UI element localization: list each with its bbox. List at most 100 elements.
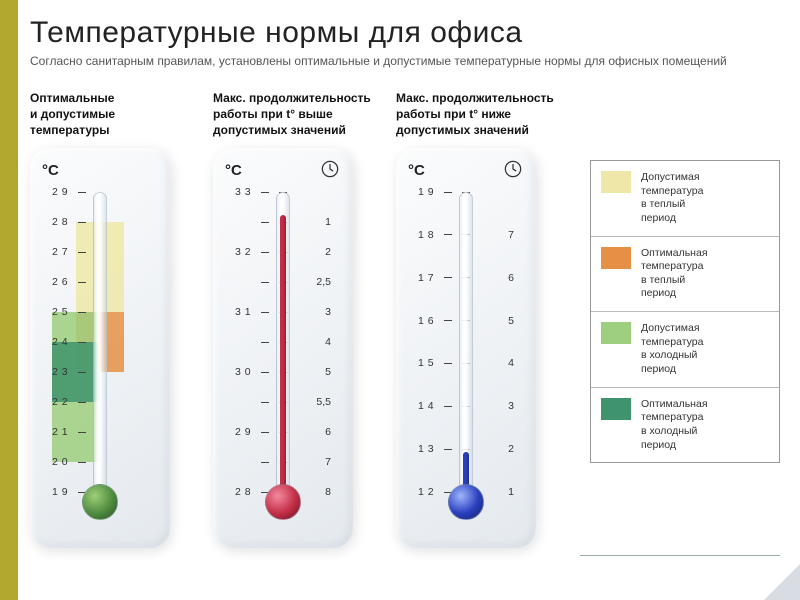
tick-label-left: 2 0 (52, 456, 74, 468)
thermo-fluid-2 (280, 215, 286, 491)
tick-label-right: 7 (301, 456, 331, 468)
legend-text: Оптимальная температура в холодный перио… (641, 398, 708, 453)
tick-label-left: 2 9 (235, 426, 257, 438)
tick-label-left: 2 3 (52, 366, 74, 378)
unit-label-2: °C (225, 162, 242, 179)
thermo-tube-2 (276, 192, 290, 492)
tick-mark (78, 192, 86, 193)
tick-label-right: 3 (301, 306, 331, 318)
legend-swatch (601, 171, 631, 193)
tick-mark (261, 342, 269, 343)
tick-label-left: 2 7 (52, 246, 74, 258)
tick-label-right: 5,5 (301, 396, 331, 408)
accent-bar (0, 0, 18, 600)
legend-swatch (601, 322, 631, 344)
unit-label-3: °C (408, 162, 425, 179)
tick-label-left: 2 8 (52, 216, 74, 228)
tick-label-left: 2 2 (52, 396, 74, 408)
tick-label-left: 1 3 (418, 443, 440, 455)
col-below-limit: Макс. продолжительность работы при t° ни… (396, 90, 561, 548)
tick-mark (261, 372, 269, 373)
col-optimal-allowed: Оптимальные и допустимые температуры °C … (30, 90, 195, 548)
tick-label-left: 2 4 (52, 336, 74, 348)
page-title: Температурные нормы для офиса (30, 16, 790, 50)
tick-mark (261, 462, 269, 463)
tick-label-left: 1 6 (418, 315, 440, 327)
tick-mark (261, 192, 269, 193)
tick-label-right: 4 (484, 357, 514, 369)
tick-mark (78, 222, 86, 223)
tick-label-right: 4 (301, 336, 331, 348)
legend-item: Допустимая температура в холодный период (591, 312, 779, 388)
legend-swatch (601, 398, 631, 420)
tick-label-right: 2 (484, 443, 514, 455)
tick-label-right: 5 (484, 315, 514, 327)
tick-label-left: 2 8 (235, 486, 257, 498)
tick-label-left: 1 9 (418, 186, 440, 198)
tick-mark (444, 406, 452, 407)
legend-text: Оптимальная температура в теплый период (641, 247, 708, 302)
tick-label-left: 1 7 (418, 272, 440, 284)
legend: Допустимая температура в теплый период Оп… (590, 160, 780, 463)
tick-mark (444, 449, 452, 450)
tick-label-left: 1 4 (418, 400, 440, 412)
page-subtitle: Согласно санитарным правилам, установлен… (30, 54, 790, 68)
tick-label-right: 3 (484, 400, 514, 412)
col-title-1: Оптимальные и допустимые температуры (30, 90, 195, 142)
tick-label-left: 1 9 (52, 486, 74, 498)
tick-mark (261, 432, 269, 433)
tick-label-right: 7 (484, 229, 514, 241)
thermo-bulb-2 (265, 484, 301, 520)
tick-label-right: 5 (301, 366, 331, 378)
thermo-card-3: °C 1 91 871 761 651 541 431 321 21 (396, 148, 536, 548)
tick-label-left: 3 3 (235, 186, 257, 198)
tick-label-left: 2 5 (52, 306, 74, 318)
tick-mark (444, 192, 452, 193)
tick-mark (261, 312, 269, 313)
tick-mark (261, 222, 269, 223)
tick-label-right: 2,5 (301, 276, 331, 288)
legend-item: Допустимая температура в теплый период (591, 161, 779, 237)
legend-swatch (601, 247, 631, 269)
thermo-card-1: °C 2 92 82 72 62 52 42 32 22 12 01 9 (30, 148, 170, 548)
tick-label-right: 1 (484, 486, 514, 498)
tick-mark (444, 320, 452, 321)
tick-mark (78, 372, 86, 373)
tick-label-left: 3 0 (235, 366, 257, 378)
thermo-card-2: °C 3 3 1 3 2 2 2,5 3 1 3 4 3 0 5 5,5 2 9 6 7 2 8 8 (213, 148, 353, 548)
clock-icon (321, 160, 339, 178)
tick-mark (78, 462, 86, 463)
tick-mark (78, 342, 86, 343)
tick-label-right: 8 (301, 486, 331, 498)
col-title-3: Макс. продолжительность работы при t° ни… (396, 90, 561, 142)
tick-label-left: 2 6 (52, 276, 74, 288)
tick-mark (261, 282, 269, 283)
tick-mark (78, 402, 86, 403)
thermo-bulb-1 (82, 484, 118, 520)
tick-mark (444, 363, 452, 364)
tick-label-right: 6 (484, 272, 514, 284)
tick-mark (78, 282, 86, 283)
tick-label-right: 1 (301, 216, 331, 228)
legend-text: Допустимая температура в теплый период (641, 171, 703, 226)
tick-mark (444, 234, 452, 235)
col-title-2: Макс. продолжительность работы при t° вы… (213, 90, 378, 142)
tick-mark (261, 402, 269, 403)
tick-label-left: 3 2 (235, 246, 257, 258)
tick-label-left: 2 9 (52, 186, 74, 198)
thermometer-panels: Оптимальные и допустимые температуры °C … (30, 90, 561, 548)
tick-label-left: 3 1 (235, 306, 257, 318)
legend-text: Допустимая температура в холодный период (641, 322, 703, 377)
clock-icon (504, 160, 522, 178)
tick-label-left: 1 5 (418, 357, 440, 369)
tick-label-left: 1 2 (418, 486, 440, 498)
legend-item: Оптимальная температура в теплый период (591, 237, 779, 313)
tick-label-right: 6 (301, 426, 331, 438)
footer-rule (580, 555, 780, 556)
tick-mark (261, 252, 269, 253)
tick-label-right: 2 (301, 246, 331, 258)
legend-item: Оптимальная температура в холодный перио… (591, 388, 779, 463)
header: Температурные нормы для офиса Согласно с… (30, 16, 790, 68)
tick-label-left: 2 1 (52, 426, 74, 438)
tick-mark (78, 252, 86, 253)
